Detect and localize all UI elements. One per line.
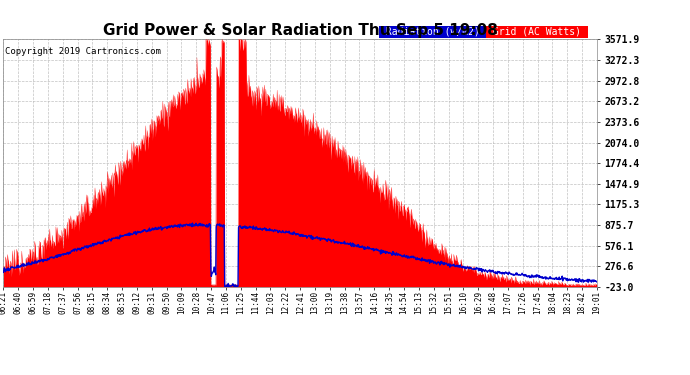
Text: Radiation (w/m2): Radiation (w/m2)	[380, 27, 486, 37]
Text: Grid (AC Watts): Grid (AC Watts)	[487, 27, 587, 37]
Title: Grid Power & Solar Radiation Thu Sep 5 19:08: Grid Power & Solar Radiation Thu Sep 5 1…	[103, 23, 497, 38]
Text: Copyright 2019 Cartronics.com: Copyright 2019 Cartronics.com	[5, 47, 161, 56]
